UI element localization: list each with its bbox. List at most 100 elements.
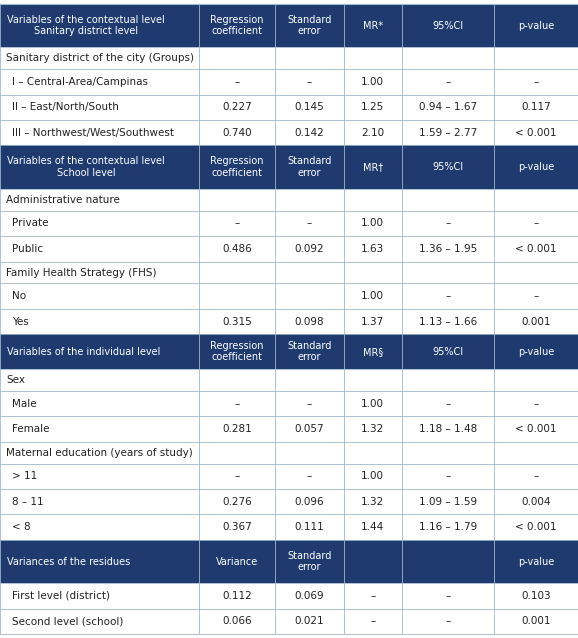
Bar (494, 262, 578, 283)
Bar (402, 441, 494, 464)
Bar (344, 262, 402, 283)
Text: MR*: MR* (363, 20, 383, 31)
Bar (402, 189, 494, 211)
Text: 0.227: 0.227 (222, 102, 252, 112)
Text: 0.001: 0.001 (521, 316, 551, 327)
Bar (199, 417, 275, 441)
Text: Public: Public (12, 244, 43, 254)
Bar (402, 262, 494, 283)
Text: 1.00: 1.00 (361, 471, 384, 481)
Bar (494, 334, 578, 369)
Text: –: – (306, 471, 312, 481)
Bar (199, 334, 275, 369)
Text: Administrative nature: Administrative nature (6, 195, 120, 205)
Bar (275, 334, 344, 369)
Bar (275, 4, 344, 47)
Bar (402, 464, 494, 489)
Bar (402, 309, 494, 334)
Text: Variances of the residues: Variances of the residues (7, 556, 130, 567)
Text: 0.069: 0.069 (294, 591, 324, 601)
Bar (494, 94, 578, 120)
Text: 0.066: 0.066 (222, 616, 252, 627)
Bar (275, 189, 344, 211)
Text: > 11: > 11 (12, 471, 37, 481)
Text: 0.367: 0.367 (222, 522, 252, 532)
Bar (402, 4, 494, 47)
Text: 1.00: 1.00 (361, 218, 384, 228)
Text: Standard
error: Standard error (287, 156, 331, 178)
Text: 1.18 – 1.48: 1.18 – 1.48 (419, 424, 477, 434)
Text: 95%CI: 95%CI (432, 162, 464, 172)
Text: –: – (533, 218, 539, 228)
Text: 0.112: 0.112 (222, 591, 252, 601)
Bar (0, 189, 199, 211)
Text: Sanitary district of the city (Groups): Sanitary district of the city (Groups) (6, 54, 194, 63)
Bar (494, 47, 578, 70)
Bar (402, 514, 494, 540)
Text: –: – (445, 591, 451, 601)
Text: 0.315: 0.315 (222, 316, 252, 327)
Bar (494, 4, 578, 47)
Bar (275, 464, 344, 489)
Text: Maternal education (years of study): Maternal education (years of study) (6, 448, 192, 457)
Bar (344, 4, 402, 47)
Bar (402, 391, 494, 417)
Text: –: – (445, 77, 451, 87)
Text: –: – (533, 77, 539, 87)
Bar (344, 334, 402, 369)
Bar (494, 391, 578, 417)
Text: Regression
coefficient: Regression coefficient (210, 156, 264, 178)
Bar (344, 236, 402, 262)
Text: 0.098: 0.098 (294, 316, 324, 327)
Bar (0, 583, 199, 609)
Text: 0.001: 0.001 (521, 616, 551, 627)
Text: 1.16 – 1.79: 1.16 – 1.79 (419, 522, 477, 532)
Bar (0, 211, 199, 236)
Bar (0, 262, 199, 283)
Bar (275, 609, 344, 634)
Text: –: – (234, 399, 240, 408)
Bar (402, 236, 494, 262)
Bar (199, 94, 275, 120)
Bar (344, 145, 402, 189)
Bar (494, 441, 578, 464)
Bar (494, 583, 578, 609)
Text: < 8: < 8 (12, 522, 31, 532)
Bar (494, 540, 578, 583)
Text: 0.142: 0.142 (294, 128, 324, 138)
Text: < 0.001: < 0.001 (516, 244, 557, 254)
Bar (199, 189, 275, 211)
Bar (494, 211, 578, 236)
Text: Private: Private (12, 218, 49, 228)
Text: 1.32: 1.32 (361, 424, 384, 434)
Bar (275, 283, 344, 309)
Bar (199, 489, 275, 514)
Text: III – Northwest/West/Southwest: III – Northwest/West/Southwest (12, 128, 174, 138)
Text: –: – (306, 399, 312, 408)
Bar (494, 236, 578, 262)
Bar (199, 120, 275, 145)
Bar (402, 145, 494, 189)
Text: 8 – 11: 8 – 11 (12, 497, 43, 507)
Text: –: – (533, 471, 539, 481)
Bar (199, 309, 275, 334)
Bar (402, 334, 494, 369)
Text: 1.44: 1.44 (361, 522, 384, 532)
Text: 0.145: 0.145 (294, 102, 324, 112)
Text: Variables of the contextual level
School level: Variables of the contextual level School… (7, 156, 165, 178)
Bar (0, 514, 199, 540)
Bar (402, 417, 494, 441)
Bar (344, 583, 402, 609)
Text: 1.00: 1.00 (361, 291, 384, 301)
Text: –: – (445, 291, 451, 301)
Bar (344, 369, 402, 391)
Text: Standard
error: Standard error (287, 15, 331, 36)
Bar (494, 309, 578, 334)
Bar (199, 464, 275, 489)
Bar (275, 120, 344, 145)
Text: 0.021: 0.021 (294, 616, 324, 627)
Text: –: – (306, 77, 312, 87)
Bar (275, 94, 344, 120)
Bar (494, 514, 578, 540)
Bar (199, 391, 275, 417)
